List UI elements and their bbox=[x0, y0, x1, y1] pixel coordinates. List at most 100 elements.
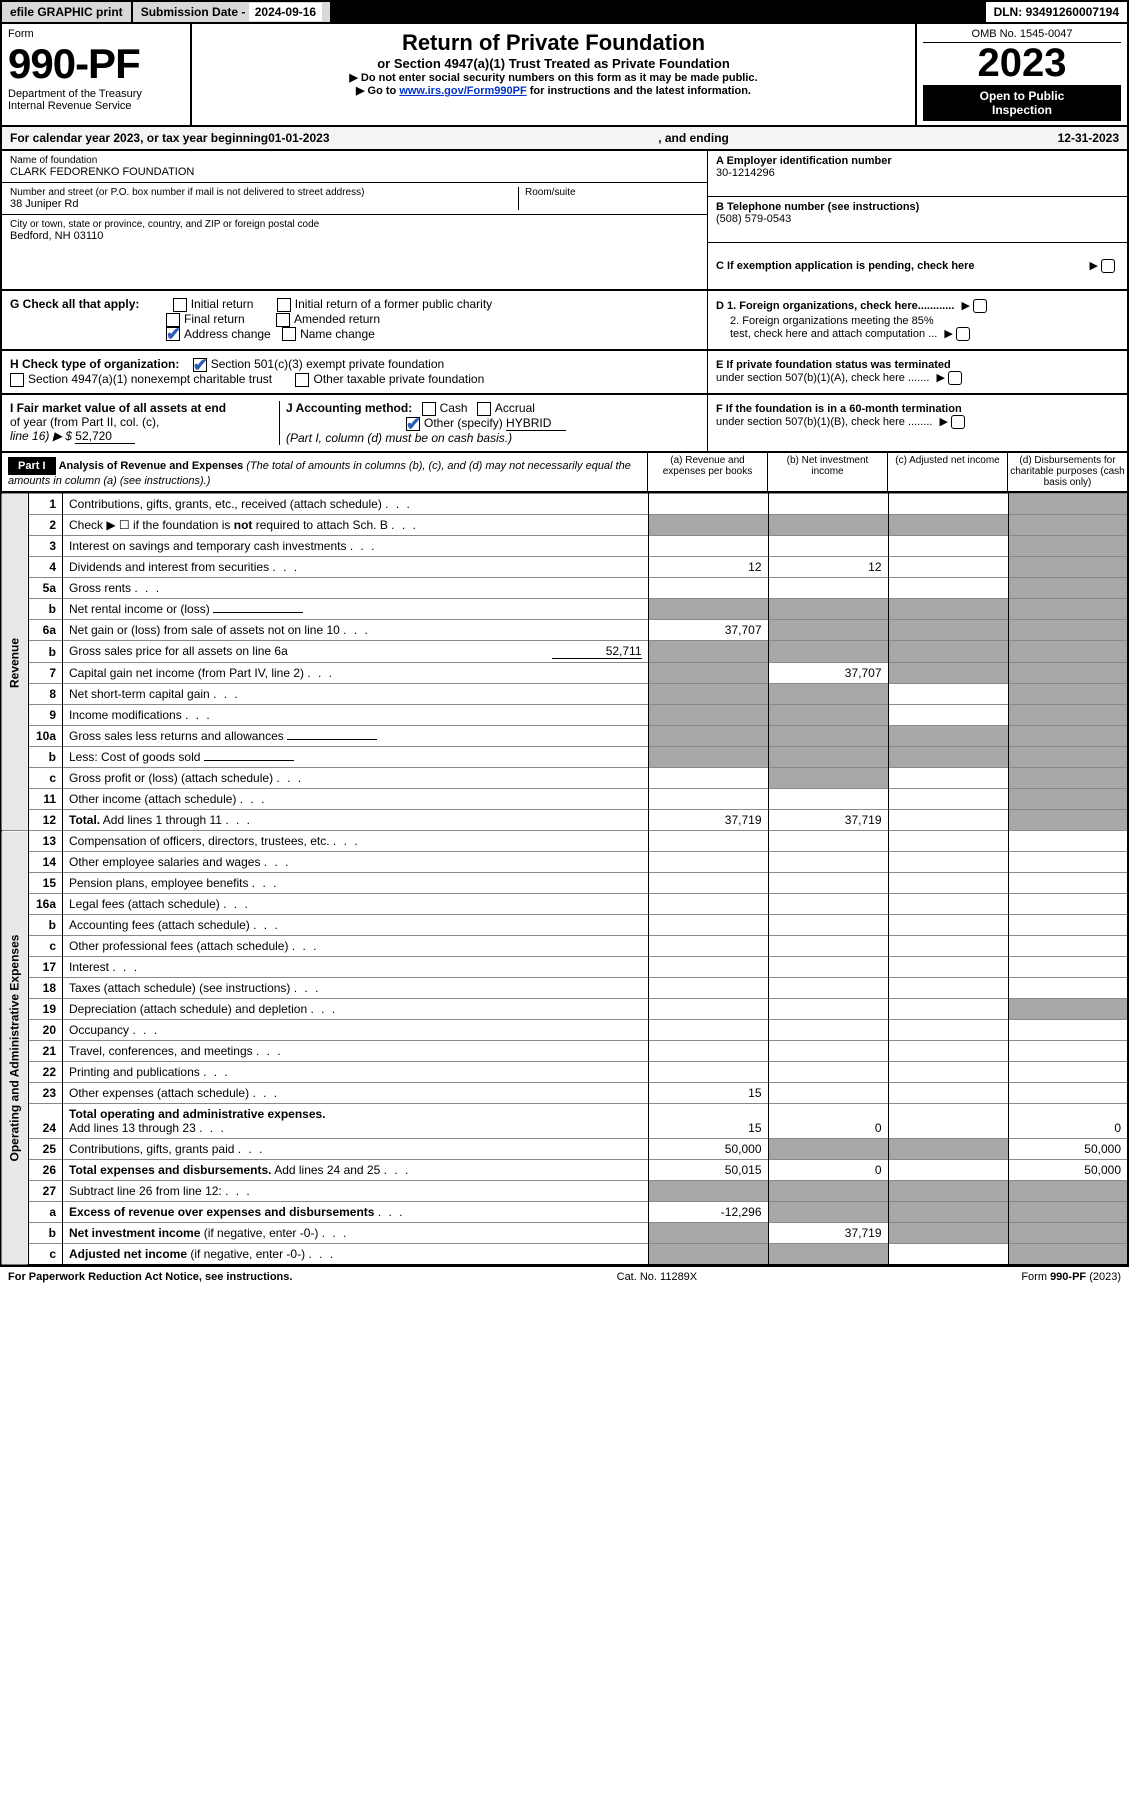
cell-d bbox=[1008, 1083, 1128, 1104]
instr2-post: for instructions and the latest informat… bbox=[527, 85, 751, 97]
cell-b bbox=[768, 999, 888, 1020]
cell-c bbox=[888, 536, 1008, 557]
form-header: Form 990-PF Department of the Treasury I… bbox=[0, 24, 1129, 127]
cell-a bbox=[648, 1244, 768, 1266]
cell-b bbox=[768, 978, 888, 999]
line-number: 25 bbox=[29, 1139, 63, 1160]
table-row: bNet rental income or (loss) bbox=[1, 599, 1128, 620]
cell-a: 37,707 bbox=[648, 620, 768, 641]
line-desc: Legal fees (attach schedule) . . . bbox=[63, 894, 649, 915]
dept-treasury: Department of the Treasury bbox=[8, 88, 184, 100]
cell-d bbox=[1008, 726, 1128, 747]
g-final: Final return bbox=[184, 312, 245, 326]
cb-e[interactable] bbox=[948, 371, 962, 385]
table-row: bNet investment income (if negative, ent… bbox=[1, 1223, 1128, 1244]
cb-initial[interactable] bbox=[173, 298, 187, 312]
j-other-val: HYBRID bbox=[506, 416, 566, 431]
cb-address[interactable] bbox=[166, 327, 180, 341]
col-a-head: (a) Revenue and expenses per books bbox=[647, 453, 767, 491]
cb-d1[interactable] bbox=[973, 299, 987, 313]
d1-line: D 1. Foreign organizations, check here..… bbox=[716, 299, 1119, 313]
cell-c bbox=[888, 684, 1008, 705]
col-c-head: (c) Adjusted net income bbox=[887, 453, 1007, 491]
cell-b bbox=[768, 599, 888, 620]
line-number: 2 bbox=[29, 515, 63, 536]
cell-d bbox=[1008, 641, 1128, 663]
cell-b bbox=[768, 1041, 888, 1062]
cell-a bbox=[648, 726, 768, 747]
cell-d bbox=[1008, 705, 1128, 726]
cb-f[interactable] bbox=[951, 415, 965, 429]
line-desc: Adjusted net income (if negative, enter … bbox=[63, 1244, 649, 1266]
cell-c bbox=[888, 599, 1008, 620]
line-number: 18 bbox=[29, 978, 63, 999]
cell-c bbox=[888, 1020, 1008, 1041]
efile-print-button[interactable]: efile GRAPHIC print bbox=[2, 2, 133, 22]
line-number: 9 bbox=[29, 705, 63, 726]
form-word: Form bbox=[8, 28, 184, 40]
cell-c bbox=[888, 1223, 1008, 1244]
ein-value: 30-1214296 bbox=[716, 167, 1119, 179]
table-row: 15Pension plans, employee benefits . . . bbox=[1, 873, 1128, 894]
cell-a bbox=[648, 894, 768, 915]
d2-line: 2. Foreign organizations meeting the 85%… bbox=[716, 315, 1119, 341]
cell-c bbox=[888, 1104, 1008, 1139]
section-h-e: H Check type of organization: Section 50… bbox=[0, 351, 1129, 395]
cell-d bbox=[1008, 684, 1128, 705]
calendar-year-row: For calendar year 2023, or tax year begi… bbox=[0, 127, 1129, 151]
cb-amended[interactable] bbox=[276, 313, 290, 327]
cell-a: 50,000 bbox=[648, 1139, 768, 1160]
cb-name[interactable] bbox=[282, 327, 296, 341]
cell-b bbox=[768, 957, 888, 978]
g-initial-former: Initial return of a former public charit… bbox=[295, 297, 492, 311]
cb-cash[interactable] bbox=[422, 402, 436, 416]
cell-d bbox=[1008, 557, 1128, 578]
table-row: 11Other income (attach schedule) . . . bbox=[1, 789, 1128, 810]
city-label: City or town, state or province, country… bbox=[10, 219, 699, 230]
cell-a bbox=[648, 1223, 768, 1244]
cell-c bbox=[888, 915, 1008, 936]
cb-4947[interactable] bbox=[10, 373, 24, 387]
cell-a bbox=[648, 747, 768, 768]
cell-c bbox=[888, 873, 1008, 894]
irs-link[interactable]: www.irs.gov/Form990PF bbox=[399, 85, 526, 97]
cell-a bbox=[648, 536, 768, 557]
c-checkbox[interactable] bbox=[1101, 259, 1115, 273]
cell-c bbox=[888, 957, 1008, 978]
part1-title: Analysis of Revenue and Expenses bbox=[59, 460, 244, 472]
lines-table: Revenue1Contributions, gifts, grants, et… bbox=[0, 493, 1129, 1266]
e-section: E If private foundation status was termi… bbox=[707, 351, 1127, 393]
cb-accrual[interactable] bbox=[477, 402, 491, 416]
line-desc: Gross sales price for all assets on line… bbox=[63, 641, 649, 663]
cell-b bbox=[768, 515, 888, 536]
f-line: F If the foundation is in a 60-month ter… bbox=[716, 403, 1119, 429]
info-right: A Employer identification number 30-1214… bbox=[707, 151, 1127, 289]
cell-b bbox=[768, 536, 888, 557]
cell-c bbox=[888, 515, 1008, 536]
cell-b bbox=[768, 1020, 888, 1041]
line-desc: Printing and publications . . . bbox=[63, 1062, 649, 1083]
i1: I Fair market value of all assets at end bbox=[10, 401, 226, 415]
cb-501c3[interactable] bbox=[193, 358, 207, 372]
line-desc: Interest . . . bbox=[63, 957, 649, 978]
table-row: 25Contributions, gifts, grants paid . . … bbox=[1, 1139, 1128, 1160]
cb-other-acct[interactable] bbox=[406, 417, 420, 431]
cb-d2[interactable] bbox=[956, 327, 970, 341]
cell-a bbox=[648, 978, 768, 999]
cb-other-tax[interactable] bbox=[295, 373, 309, 387]
topbar-spacer bbox=[332, 2, 985, 22]
cell-b bbox=[768, 831, 888, 852]
table-row: bGross sales price for all assets on lin… bbox=[1, 641, 1128, 663]
cell-c bbox=[888, 768, 1008, 789]
cb-initial-former[interactable] bbox=[277, 298, 291, 312]
d1-text: D 1. Foreign organizations, check here..… bbox=[716, 300, 954, 312]
i-block: I Fair market value of all assets at end… bbox=[10, 401, 280, 445]
calyear-pre: For calendar year 2023, or tax year begi… bbox=[10, 131, 268, 145]
cell-a bbox=[648, 663, 768, 684]
h-501: Section 501(c)(3) exempt private foundat… bbox=[211, 357, 444, 371]
cell-b bbox=[768, 1244, 888, 1266]
cell-d bbox=[1008, 936, 1128, 957]
line-desc: Net rental income or (loss) bbox=[63, 599, 649, 620]
line-desc: Gross profit or (loss) (attach schedule)… bbox=[63, 768, 649, 789]
line-desc: Compensation of officers, directors, tru… bbox=[63, 831, 649, 852]
